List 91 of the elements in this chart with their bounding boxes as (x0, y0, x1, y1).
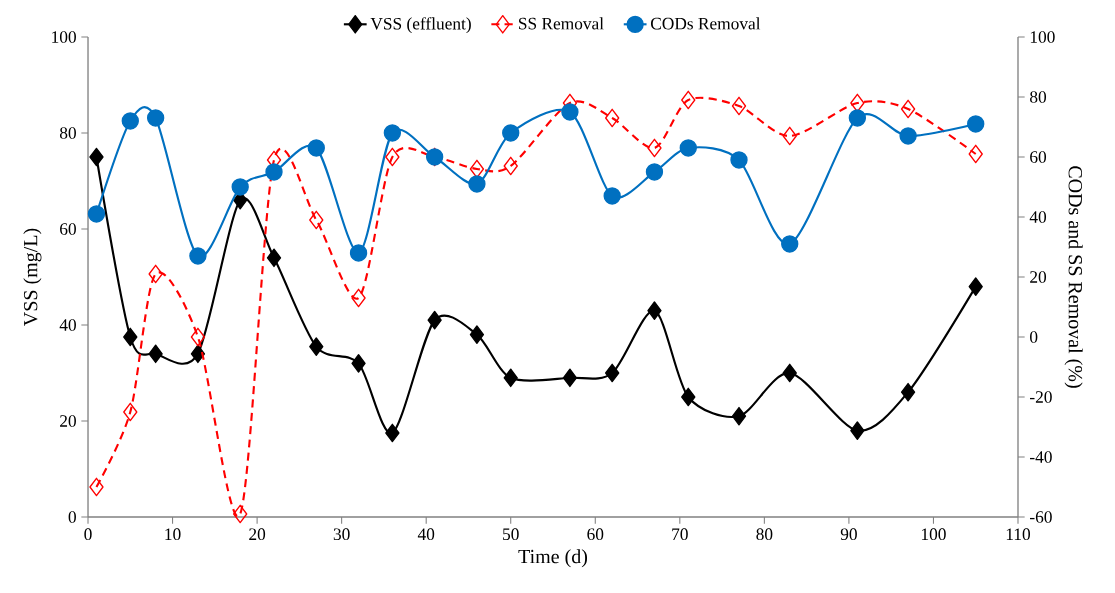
point (900, 99, 916, 119)
x-tick-label: 90 (840, 528, 857, 541)
point (850, 93, 865, 113)
point (681, 90, 696, 110)
point (383, 124, 402, 142)
x-tick-label: 100 (921, 528, 946, 541)
legend-label: VSS (effluent) (370, 17, 471, 34)
y2-tick-label: 80 (1030, 91, 1047, 103)
point (189, 247, 207, 265)
y2-tick-label: -60 (1030, 511, 1052, 523)
y2-tick-label: 60 (1030, 151, 1047, 163)
point (850, 421, 865, 440)
y2-tick-label: 20 (1030, 271, 1047, 283)
point (469, 325, 485, 344)
y2-tick-label: 0 (1030, 331, 1038, 343)
x-tick-label: 50 (503, 528, 519, 541)
point (645, 163, 664, 181)
point (121, 112, 139, 130)
point (502, 124, 520, 142)
point (146, 109, 165, 127)
point (899, 127, 917, 145)
point (351, 288, 366, 308)
point (89, 477, 104, 497)
y-tick-label: 80 (59, 127, 76, 139)
y-tick-label: 40 (59, 319, 76, 331)
point (190, 344, 206, 364)
point (266, 248, 282, 268)
point (309, 337, 324, 356)
point (968, 144, 983, 164)
point (503, 368, 518, 388)
point (190, 327, 206, 347)
point (731, 406, 747, 426)
point (562, 368, 578, 388)
point (351, 354, 366, 373)
y-tick-label: 20 (60, 415, 76, 427)
point (309, 210, 324, 230)
point (148, 344, 163, 364)
x-tick-label: 20 (249, 528, 266, 541)
y-tick-label: 60 (60, 223, 76, 235)
point (647, 138, 662, 158)
point (848, 109, 867, 127)
x-tick-label: 30 (333, 528, 350, 541)
point (605, 108, 620, 128)
y2-axis-title: CODs and SS Removal (%) (1064, 166, 1083, 388)
point (385, 147, 400, 167)
x-tick-label: 10 (165, 528, 181, 541)
point (503, 156, 518, 176)
point (967, 115, 985, 133)
legend-label: SS Removal (519, 17, 604, 30)
point (647, 301, 662, 320)
x-tick-label: 110 (1006, 528, 1031, 541)
point (782, 126, 797, 146)
y-tick-label: 0 (68, 511, 76, 523)
point (148, 264, 163, 284)
x-tick-label: 70 (672, 528, 688, 541)
point (681, 387, 696, 407)
y-tick-label: 100 (52, 31, 76, 43)
point (603, 187, 621, 205)
point (731, 96, 747, 116)
point (605, 363, 620, 383)
x-tick-label: 60 (587, 528, 604, 541)
point (265, 163, 283, 181)
y2-tick-label: 100 (1030, 31, 1055, 43)
point (679, 139, 697, 157)
point (782, 363, 797, 383)
point (349, 244, 368, 262)
point (730, 151, 748, 169)
point (385, 423, 400, 443)
point (781, 235, 799, 253)
point (468, 175, 486, 193)
y-axis-title: VSS (mg/L) (23, 228, 42, 326)
point (561, 103, 579, 121)
y2-tick-label: 40 (1029, 211, 1047, 223)
point (900, 382, 916, 402)
point (87, 205, 106, 223)
point (231, 178, 249, 196)
point (469, 159, 485, 179)
x-tick-label: 40 (417, 528, 435, 541)
point (89, 147, 104, 167)
point (968, 277, 983, 296)
point (427, 310, 442, 330)
point (123, 327, 138, 347)
x-axis-title: Time (d) (518, 549, 588, 568)
y2-tick-label: -20 (1030, 391, 1052, 403)
x-tick-label: 0 (84, 528, 92, 541)
point (123, 402, 138, 422)
point (233, 504, 248, 524)
legend-label: CODs Removal (650, 17, 761, 30)
x-tick-label: 80 (756, 528, 773, 541)
y2-tick-label: -40 (1030, 451, 1052, 463)
point (307, 139, 325, 157)
